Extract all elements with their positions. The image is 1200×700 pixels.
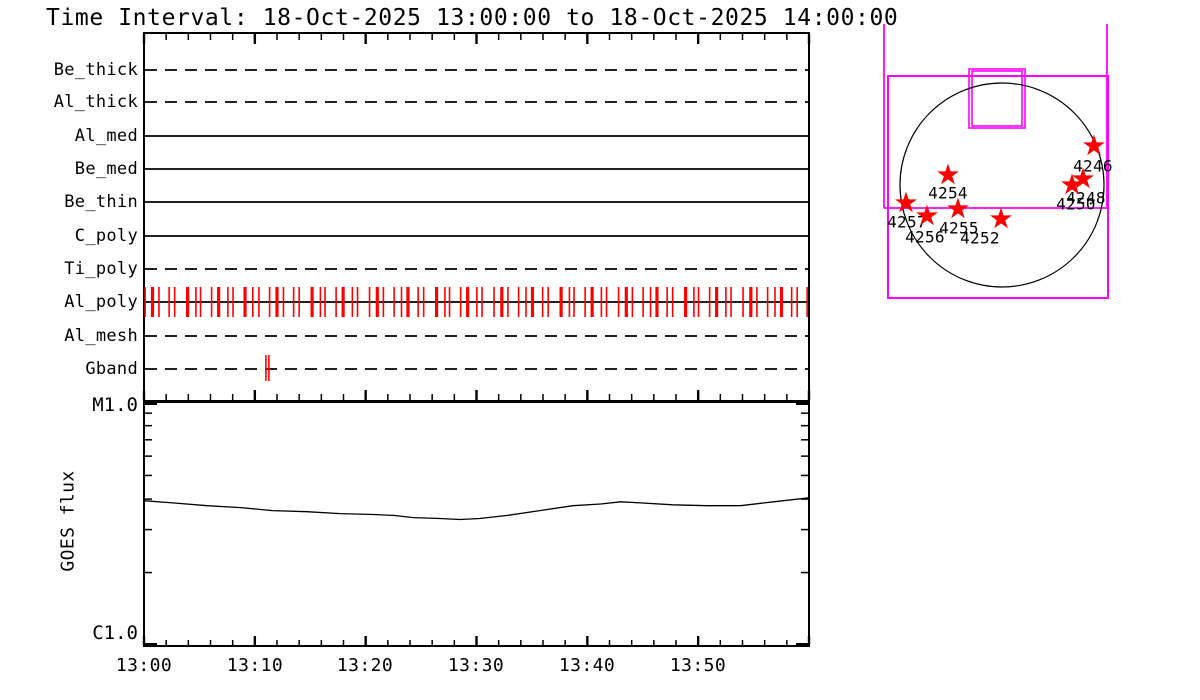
active-region-star-4246 — [1083, 134, 1105, 156]
xtick-label-1310: 13:10 — [226, 655, 284, 676]
active-region-star-4257 — [895, 191, 917, 213]
goes-bottom-tick-label: C1.0 — [92, 622, 138, 644]
filter-label-al-poly: Al_poly — [64, 292, 138, 312]
active-region-label-4250: 4250 — [1056, 195, 1096, 214]
goes-top-tick-label: M1.0 — [92, 394, 138, 416]
goes-panel-border — [143, 401, 810, 647]
filter-label-al-med: Al_med — [74, 126, 138, 146]
xtick-label-1340: 13:40 — [558, 655, 616, 676]
active-region-label-4255: 4255 — [939, 219, 979, 238]
xtick-label-1350: 13:50 — [669, 655, 727, 676]
fov-box — [968, 68, 1026, 129]
solar-limb — [899, 82, 1105, 288]
xtick-label-1320: 13:20 — [336, 655, 394, 676]
active-region-star-4252 — [990, 207, 1012, 229]
filter-label-al-thick: Al_thick — [53, 92, 138, 112]
fov-box — [887, 75, 1109, 299]
timeline-panel-border — [143, 32, 810, 402]
active-region-label-4252: 4252 — [960, 229, 1000, 248]
active-region-star-4255 — [947, 197, 969, 219]
filter-label-be-thick: Be_thick — [53, 60, 138, 80]
active-region-star-4250 — [1061, 173, 1083, 195]
xtick-label-1330: 13:30 — [447, 655, 505, 676]
filter-label-c-poly: C_poly — [74, 226, 138, 246]
filter-label-al-mesh: Al_mesh — [64, 326, 138, 346]
active-region-label-4246: 4246 — [1073, 157, 1113, 176]
active-region-star-4248 — [1072, 167, 1094, 189]
xtick-label-1300: 13:00 — [115, 655, 173, 676]
filter-label-be-med: Be_med — [74, 159, 138, 179]
filter-label-ti-poly: Ti_poly — [64, 259, 138, 279]
filter-label-be-thin: Be_thin — [64, 192, 138, 212]
goes-flux-line — [143, 497, 810, 521]
filter-label-gband: Gband — [85, 359, 138, 379]
active-region-label-4257: 4257 — [887, 213, 927, 232]
active-region-star-4254 — [937, 163, 959, 185]
fov-box — [971, 70, 1023, 127]
active-region-star-4256 — [916, 204, 938, 226]
active-region-label-4248: 4248 — [1066, 189, 1106, 208]
active-region-label-4254: 4254 — [928, 184, 968, 203]
active-region-label-4256: 4256 — [905, 228, 945, 247]
page-title: Time Interval: 18-Oct-2025 13:00:00 to 1… — [46, 5, 899, 31]
